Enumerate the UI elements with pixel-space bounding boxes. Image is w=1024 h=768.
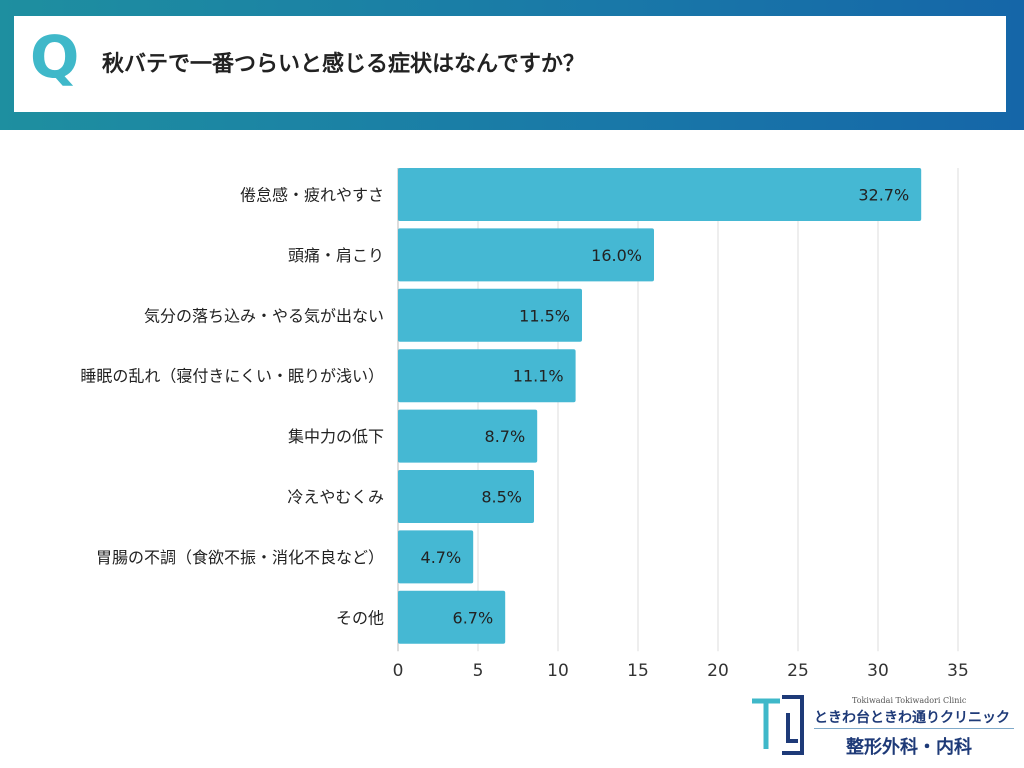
clinic-logo-icon (752, 695, 804, 755)
bar (398, 590, 506, 644)
clinic-name-jp: ときわ台ときわ通りクリニック (814, 710, 1010, 726)
bar-value-label: 16.0% (591, 246, 642, 265)
bar (398, 288, 582, 342)
clinic-name-en: Tokiwadai Tokiwadori Clinic (852, 696, 967, 705)
bar (398, 409, 538, 463)
category-label: 胃腸の不調（食欲不振・消化不良など） (96, 548, 384, 567)
q-mark: Q (30, 23, 80, 91)
x-tick-label: 5 (473, 661, 484, 681)
x-tick-label: 30 (867, 661, 889, 681)
bar (398, 168, 922, 221)
x-tick-label: 35 (947, 661, 969, 681)
bar-value-label: 32.7% (858, 186, 909, 205)
clinic-departments: 整形外科・内科 (846, 737, 972, 758)
bar-value-label: 8.5% (481, 488, 522, 507)
x-tick-label: 0 (393, 661, 404, 681)
logo-divider (814, 728, 1014, 729)
bar (398, 349, 576, 403)
question-title: 秋バテで一番つらいと感じる症状はなんですか？ (102, 52, 585, 77)
category-label: 倦怠感・疲れやすさ (240, 186, 384, 205)
bar (398, 228, 654, 282)
bar (398, 470, 534, 523)
bar-value-label: 4.7% (421, 548, 462, 567)
bar-value-label: 8.7% (485, 427, 526, 446)
clinic-logo: Tokiwadai Tokiwadori Clinic ときわ台ときわ通りクリニ… (748, 693, 1018, 761)
category-label: 気分の落ち込み・やる気が出ない (144, 306, 384, 325)
category-label: 冷えやむくみ (287, 488, 384, 507)
x-tick-label: 25 (787, 661, 809, 681)
x-tick-label: 10 (547, 661, 569, 681)
x-tick-label: 15 (627, 661, 649, 681)
x-tick-label: 20 (707, 661, 729, 681)
bar-value-label: 6.7% (453, 608, 494, 627)
bar-value-label: 11.1% (513, 367, 564, 386)
bar-value-label: 11.5% (519, 306, 570, 325)
question-card (14, 16, 1006, 112)
category-label: 睡眠の乱れ（寝付きにくい・眠りが浅い） (80, 367, 384, 386)
category-label: 集中力の低下 (288, 427, 384, 446)
bar (398, 530, 474, 584)
category-label: その他 (336, 608, 384, 627)
category-label: 頭痛・肩こり (288, 246, 384, 265)
